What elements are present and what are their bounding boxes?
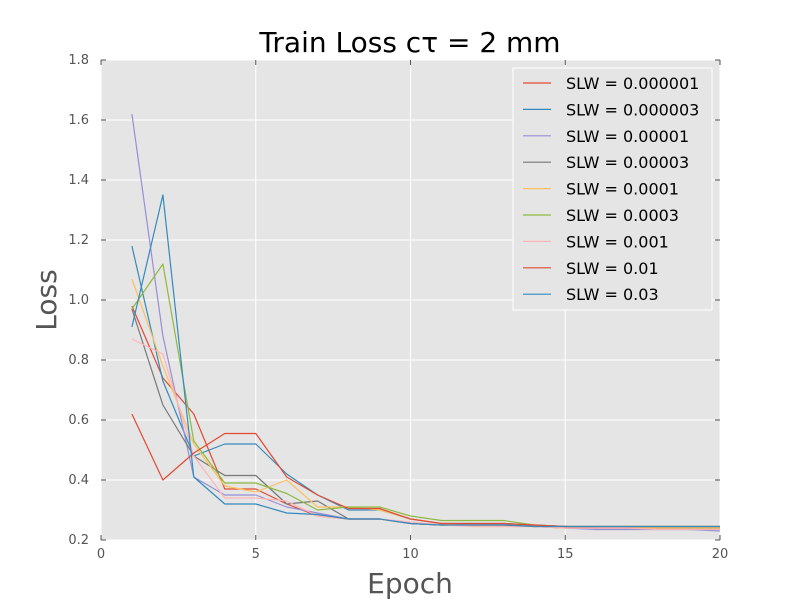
y-tick-label: 1.8 — [68, 53, 89, 68]
y-tick-label: 1.6 — [68, 113, 89, 128]
legend-label: SLW = 0.0001 — [566, 180, 679, 199]
series-line-9 — [131, 194, 720, 528]
chart-title: Train Loss cτ = 2 mm — [258, 26, 560, 59]
y-axis-title: Loss — [30, 269, 63, 330]
y-tick-label: 0.4 — [68, 473, 89, 488]
y-tick-label: 0.6 — [68, 413, 89, 428]
legend-label: SLW = 0.001 — [566, 232, 669, 251]
x-tick-label: 5 — [252, 547, 260, 562]
x-axis-title: Epoch — [367, 567, 453, 600]
y-tick-label: 0.8 — [68, 353, 89, 368]
axis-ticks: 0 5 10 15 20 0.2 0.4 0.6 0.8 1.0 1.2 1.4 1.6 1.8 — [68, 53, 728, 562]
x-tick-label: 10 — [402, 547, 419, 562]
grid — [100, 59, 721, 541]
legend-label: SLW = 0.01 — [566, 259, 659, 278]
legend-label: SLW = 0.000003 — [566, 100, 699, 119]
y-tick-label: 1.0 — [68, 293, 89, 308]
y-tick-label: 1.2 — [68, 233, 89, 248]
x-tick-label: 0 — [97, 547, 105, 562]
y-tick-label: 0.2 — [68, 533, 89, 548]
legend: SLW = 0.000001 SLW = 0.000003 SLW = 0.0000… — [512, 67, 713, 311]
y-tick-label: 1.4 — [68, 173, 89, 188]
series-lines — [131, 113, 721, 532]
x-tick-label: 15 — [557, 547, 574, 562]
legend-label: SLW = 0.03 — [566, 285, 659, 304]
legend-label: SLW = 0.0003 — [566, 206, 679, 225]
series-line-7 — [131, 338, 720, 531]
legend-label: SLW = 0.00001 — [566, 127, 689, 146]
legend-label: SLW = 0.00003 — [566, 153, 689, 172]
x-tick-label: 20 — [712, 547, 729, 562]
legend-label: SLW = 0.000001 — [566, 74, 699, 93]
